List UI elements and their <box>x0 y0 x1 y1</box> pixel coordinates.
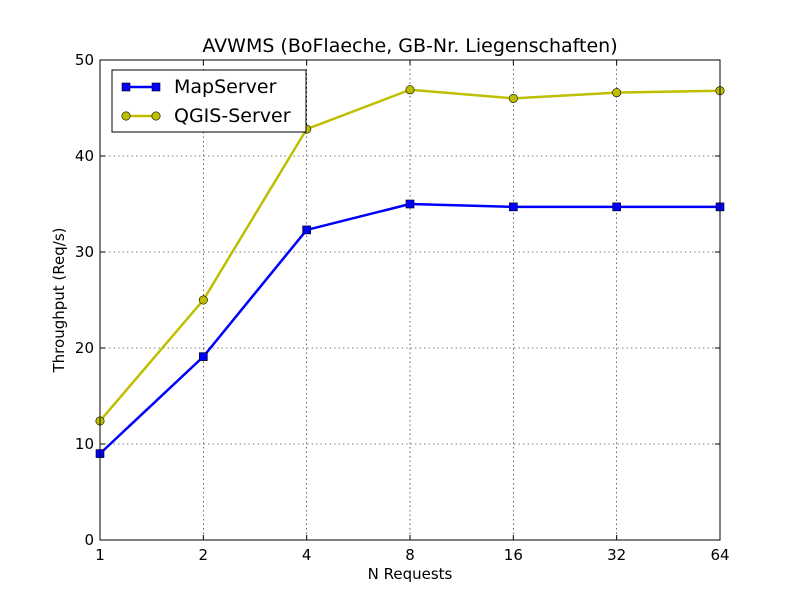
data-point-qgis-server <box>612 88 622 98</box>
plot-frame <box>99 59 721 541</box>
legend-label-qgis-server: QGIS-Server <box>174 105 291 127</box>
x-tick-label: 4 <box>302 546 312 564</box>
data-point-mapserver <box>199 352 208 361</box>
data-point-mapserver <box>405 199 415 209</box>
x-axis-label: N Requests <box>368 565 453 583</box>
x-tick-label: 64 <box>710 546 729 564</box>
x-tick-label: 2 <box>199 546 209 564</box>
legend-marker-mapserver-end <box>151 82 161 92</box>
y-tick-label: 10 <box>75 435 94 453</box>
y-tick-label: 20 <box>75 339 94 357</box>
x-tick-label: 16 <box>504 546 523 564</box>
data-point-qgis-server <box>405 85 415 95</box>
series-group <box>95 85 725 458</box>
legend-label-mapserver: MapServer <box>174 76 277 98</box>
x-tick-label: 1 <box>95 546 105 564</box>
legend-marker-mapserver <box>121 82 131 92</box>
data-point-mapserver <box>302 225 311 235</box>
x-tick-label: 32 <box>607 546 626 564</box>
data-point-mapserver <box>612 202 621 212</box>
legend-entry-mapserver: MapServer <box>121 76 277 98</box>
series-mapserver <box>95 199 725 458</box>
tick-labels: 1 2 4 8 16 32 64 0 10 20 30 40 50 <box>75 51 730 564</box>
legend: MapServer QGIS-Server <box>111 69 307 133</box>
legend-marker-qgis-server <box>121 111 131 121</box>
y-tick-label: 40 <box>75 147 94 165</box>
x-tick-label: 8 <box>405 546 415 564</box>
y-axis-label: Throughput (Req/s) <box>50 228 68 374</box>
legend-marker-qgis-server-end <box>151 111 161 121</box>
legend-box <box>111 69 307 133</box>
data-point-mapserver <box>509 202 518 212</box>
legend-entry-qgis-server: QGIS-Server <box>121 105 291 127</box>
y-tick-label: 30 <box>75 243 94 261</box>
y-tick-label: 50 <box>75 51 94 69</box>
data-point-qgis-server <box>198 295 208 305</box>
chart-title: AVWMS (BoFlaeche, GB-Nr. Liegenschaften) <box>202 35 617 57</box>
data-point-qgis-server <box>508 93 518 103</box>
y-tick-label: 0 <box>84 531 94 549</box>
